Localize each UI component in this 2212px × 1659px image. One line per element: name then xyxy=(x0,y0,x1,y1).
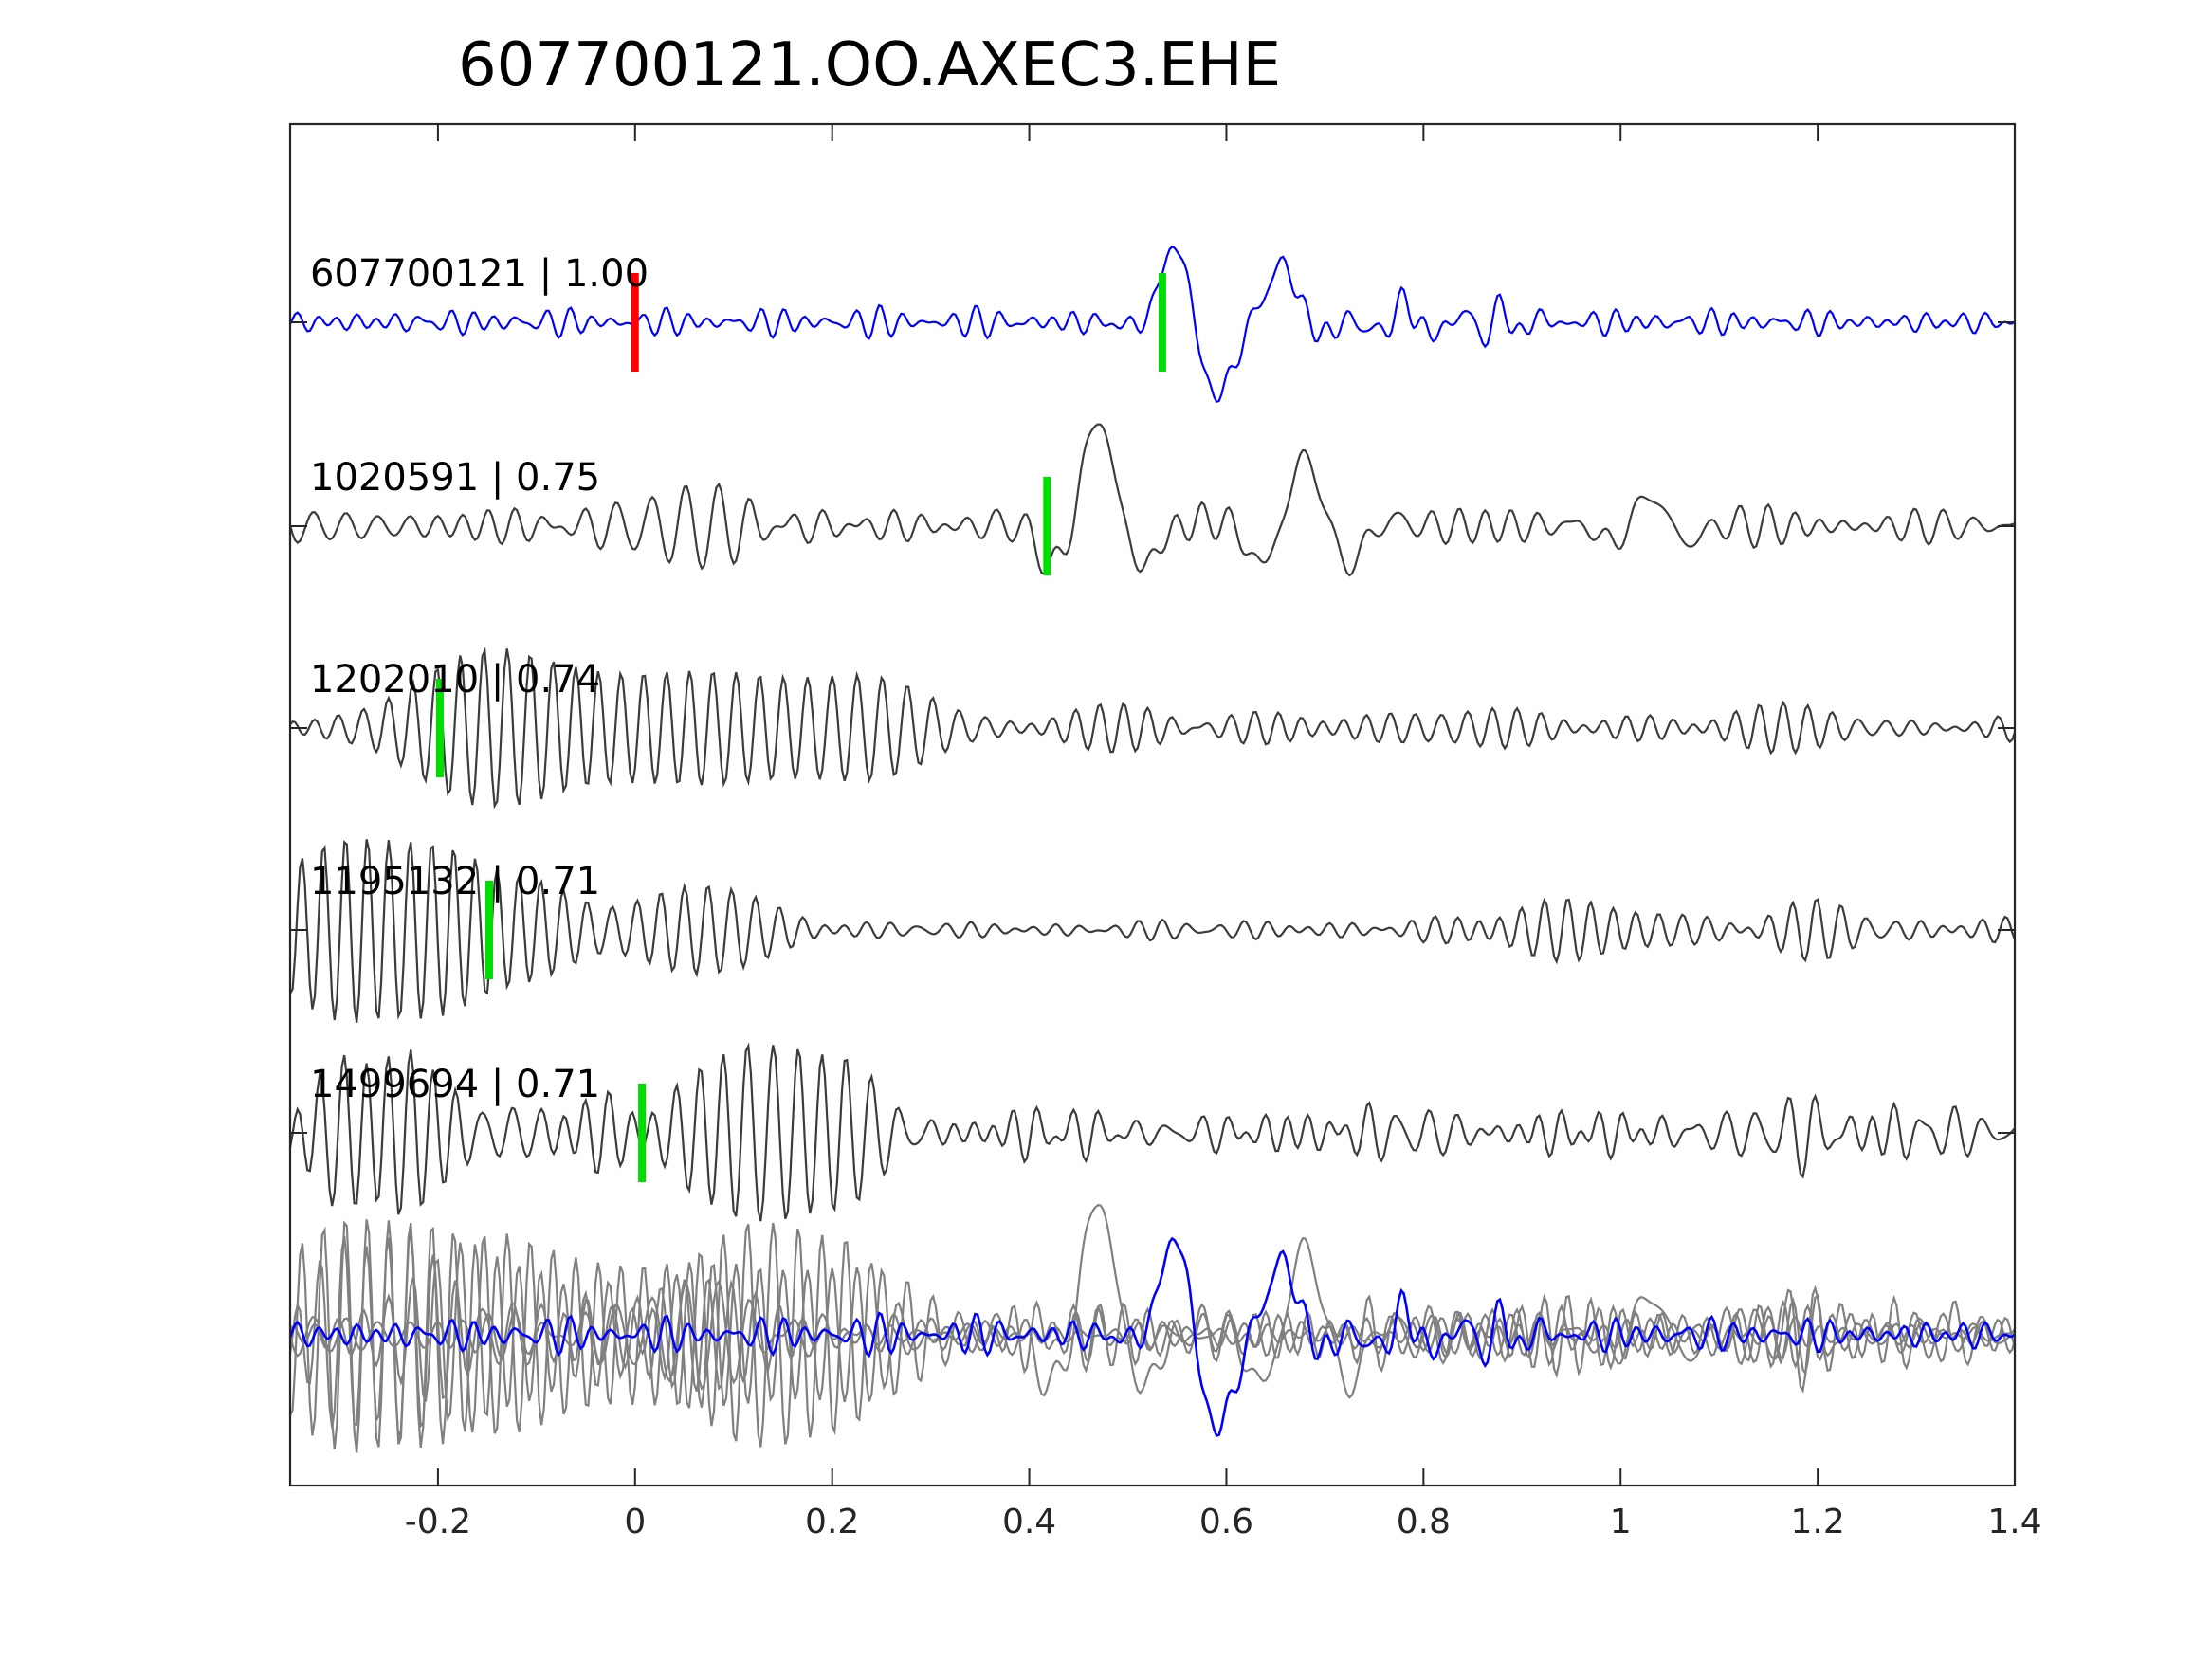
x-tick-label: 0.2 xyxy=(805,1503,859,1541)
trace-label: 1020591 | 0.75 xyxy=(310,456,600,500)
stack-trace-1202010 xyxy=(289,1233,2017,1434)
trace-607700121 xyxy=(288,245,2016,403)
x-tick-label: 0 xyxy=(624,1503,646,1541)
axes-frame xyxy=(288,122,2017,1487)
x-tick-label: -0.2 xyxy=(405,1503,471,1541)
x-tick-label: 0.6 xyxy=(1199,1503,1253,1541)
traces-layer xyxy=(288,245,2017,1453)
trace-labels-layer: 607700121 | 1.00 1020591 | 0.75 1202010 | … xyxy=(310,252,649,1106)
stack-trace-1020591 xyxy=(288,1203,2016,1399)
x-tick-label: 1.4 xyxy=(1987,1503,2041,1541)
x-tick-label: 0.8 xyxy=(1397,1503,1451,1541)
x-tick-label: 1.2 xyxy=(1790,1503,1844,1541)
trace-label: 1195132 | 0.71 xyxy=(310,860,600,903)
x-tick-label: 1 xyxy=(1610,1503,1632,1541)
trace-label: 1202010 | 0.74 xyxy=(310,658,600,702)
stack-trace-1499694 xyxy=(288,1222,2016,1448)
x-tick-label: 0.4 xyxy=(1002,1503,1056,1541)
trace-1202010 xyxy=(289,647,2017,810)
stack-trace-607700121 xyxy=(288,1236,2016,1438)
axes-layer: -0.2 0 0.2 0.4 0.6 0.8 1 1.2 1.4 xyxy=(288,122,2042,1541)
trace-label: 607700121 | 1.00 xyxy=(310,252,649,296)
trace-1499694 xyxy=(288,1042,2016,1222)
chart-title: 607700121.OO.AXEC3.EHE xyxy=(458,30,1281,100)
trace-1195132 xyxy=(289,839,2017,1023)
trace-1020591 xyxy=(288,423,2016,577)
trace-label: 1499694 | 0.71 xyxy=(310,1063,600,1106)
picks-layer xyxy=(435,273,1166,1182)
